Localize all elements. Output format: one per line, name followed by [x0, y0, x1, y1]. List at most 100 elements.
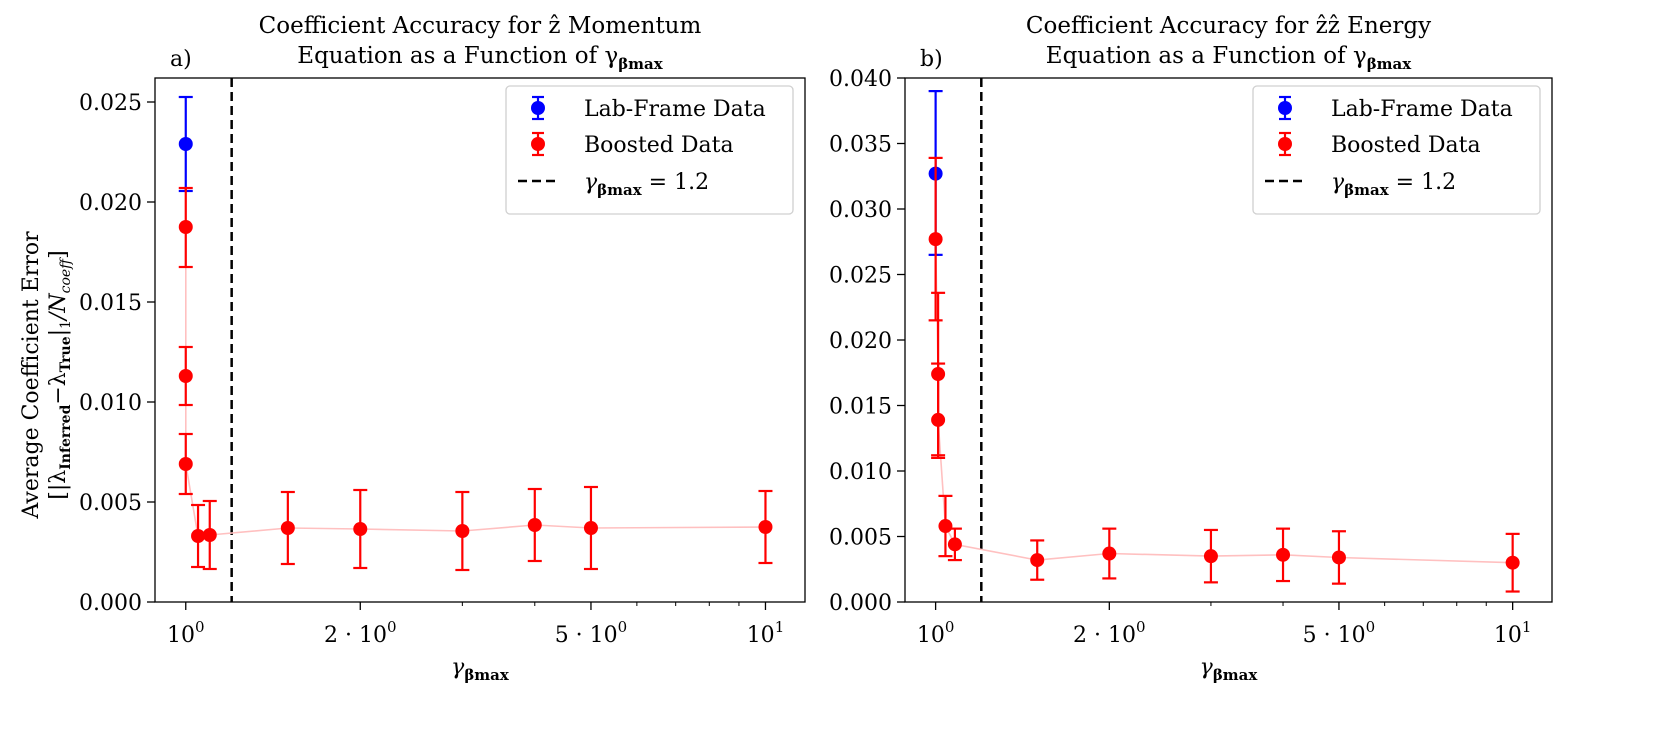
y-tick-label: 0.000	[829, 591, 892, 616]
y-tick-label: 0.040	[829, 67, 892, 92]
panel-label: a)	[170, 47, 192, 72]
x-tick-label: 2 · 100	[1073, 618, 1146, 648]
legend-vline-label-sub: βmax	[597, 181, 643, 199]
x-tick-label-sup: 0	[387, 618, 397, 636]
y-label-part-c: |	[46, 329, 71, 336]
x-tick-label-sup: 0	[195, 618, 205, 636]
x-axis-label-sub: βmax	[1213, 666, 1259, 684]
boosted-point	[1332, 550, 1346, 564]
boosted-point	[1506, 556, 1520, 570]
x-tick-label-sup: 1	[1522, 618, 1532, 636]
legend-marker	[1278, 101, 1292, 115]
boosted-point	[353, 522, 367, 536]
y-tick-label: 0.000	[79, 591, 142, 616]
x-tick-label-base: 10	[167, 623, 195, 648]
x-tick-label-base: 10	[1494, 623, 1522, 648]
x-tick-label-sup: 0	[1366, 618, 1376, 636]
panel-b: Coefficient Accuracy for ẑẑ Energy Equati…	[829, 13, 1552, 684]
x-axis-label: γβmax	[451, 655, 510, 684]
x-tick-label: 100	[167, 618, 205, 648]
legend: Lab-Frame Data Boosted Data γβmax = 1.2	[506, 86, 793, 214]
x-tick-label-base: 5 · 10	[555, 623, 618, 648]
legend-label: Boosted Data	[584, 133, 734, 158]
boosted-point	[281, 521, 295, 535]
chart-title-sub: βmax	[1367, 55, 1413, 73]
x-tick-label-sup: 0	[618, 618, 628, 636]
boosted-point	[203, 528, 217, 542]
lab-frame-point	[179, 137, 193, 151]
legend-vline-label-base: γ	[1331, 170, 1345, 195]
x-tick-label-base: 2 · 10	[324, 623, 387, 648]
shared-y-label: Average Coefficient Error [|λInferred−λT…	[19, 231, 74, 520]
legend-vline-label-value: = 1.2	[1389, 170, 1456, 195]
legend-marker	[531, 101, 545, 115]
legend-vline-label-sub: βmax	[1344, 181, 1390, 199]
boosted-point	[528, 518, 542, 532]
x-tick-label-sup: 0	[1136, 618, 1146, 636]
chart-title-line2-text: Equation as a Function of γ	[297, 43, 618, 69]
x-tick-label: 5 · 100	[1303, 618, 1376, 648]
y-label-sub-1: 1	[58, 320, 74, 329]
x-tick-label-base: 5 · 10	[1303, 623, 1366, 648]
x-tick-label: 101	[747, 618, 785, 648]
x-axis-label-base: γ	[451, 655, 465, 680]
chart-title-line2-text: Equation as a Function of γ	[1046, 43, 1367, 69]
boosted-point	[948, 537, 962, 551]
y-label-part-d: /N	[46, 293, 71, 322]
panel-label: b)	[920, 47, 943, 72]
boosted-point	[931, 413, 945, 427]
y-label-sub-coeff: coeff	[58, 257, 74, 294]
boosted-point	[1030, 553, 1044, 567]
x-tick-label-base: 10	[747, 623, 775, 648]
boosted-point	[1204, 549, 1218, 563]
y-tick-label: 0.010	[79, 391, 142, 416]
y-label-part-b: −λ	[46, 372, 71, 404]
boosted-point	[179, 457, 193, 471]
y-tick-label: 0.030	[829, 198, 892, 223]
legend-vline-label-value: = 1.2	[642, 170, 709, 195]
chart-title-line1: Coefficient Accuracy for ẑẑ Energy	[1026, 13, 1431, 39]
y-label-part-e: ]	[46, 250, 71, 259]
legend-label: Boosted Data	[1331, 133, 1481, 158]
chart-title-line2: Equation as a Function of γβmax	[297, 43, 663, 73]
x-tick-label-sup: 0	[945, 618, 955, 636]
y-tick-label: 0.025	[829, 264, 892, 289]
chart-title-sub: βmax	[618, 55, 664, 73]
x-tick-label: 101	[1494, 618, 1532, 648]
y-label-line2: [|λInferred−λTrue|1/Ncoeff]	[46, 250, 74, 499]
x-tick-label-sup: 1	[775, 618, 785, 636]
boosted-point	[938, 519, 952, 533]
legend-marker	[531, 137, 545, 151]
legend-marker	[1278, 137, 1292, 151]
boosted-point	[929, 232, 943, 246]
x-tick-label-base: 10	[917, 623, 945, 648]
panel-a: Coefficient Accuracy for ẑ Momentum Equat…	[79, 13, 805, 684]
boosted-point	[179, 220, 193, 234]
boosted-point	[758, 520, 772, 534]
chart-title-line2: Equation as a Function of γβmax	[1046, 43, 1412, 73]
y-tick-label: 0.015	[829, 395, 892, 420]
legend-vline-label-base: γ	[584, 170, 598, 195]
x-tick-label: 2 · 100	[324, 618, 397, 648]
x-tick-label: 100	[917, 618, 955, 648]
x-tick-label: 5 · 100	[555, 618, 628, 648]
y-tick-label: 0.035	[829, 133, 892, 158]
boosted-point	[1276, 548, 1290, 562]
legend-label: Lab-Frame Data	[1331, 97, 1513, 122]
y-tick-label: 0.020	[829, 329, 892, 354]
x-tick-label-base: 2 · 10	[1073, 623, 1136, 648]
x-axis-label: γβmax	[1200, 655, 1259, 684]
boosted-trend-line	[186, 227, 766, 536]
boosted-point	[455, 524, 469, 538]
y-label-sub-true: True	[58, 336, 74, 372]
boosted-point	[179, 369, 193, 383]
legend: Lab-Frame Data Boosted Data γβmax = 1.2	[1253, 86, 1540, 214]
y-label-line1: Average Coefficient Error	[19, 231, 44, 520]
y-tick-label: 0.015	[79, 291, 142, 316]
y-label-sub-inferred: Inferred	[58, 404, 74, 469]
figure: Average Coefficient Error [|λInferred−λT…	[0, 0, 1661, 736]
boosted-point	[584, 521, 598, 535]
y-tick-label: 0.020	[79, 191, 142, 216]
chart-title-line1: Coefficient Accuracy for ẑ Momentum	[259, 13, 702, 39]
y-tick-label: 0.025	[79, 91, 142, 116]
